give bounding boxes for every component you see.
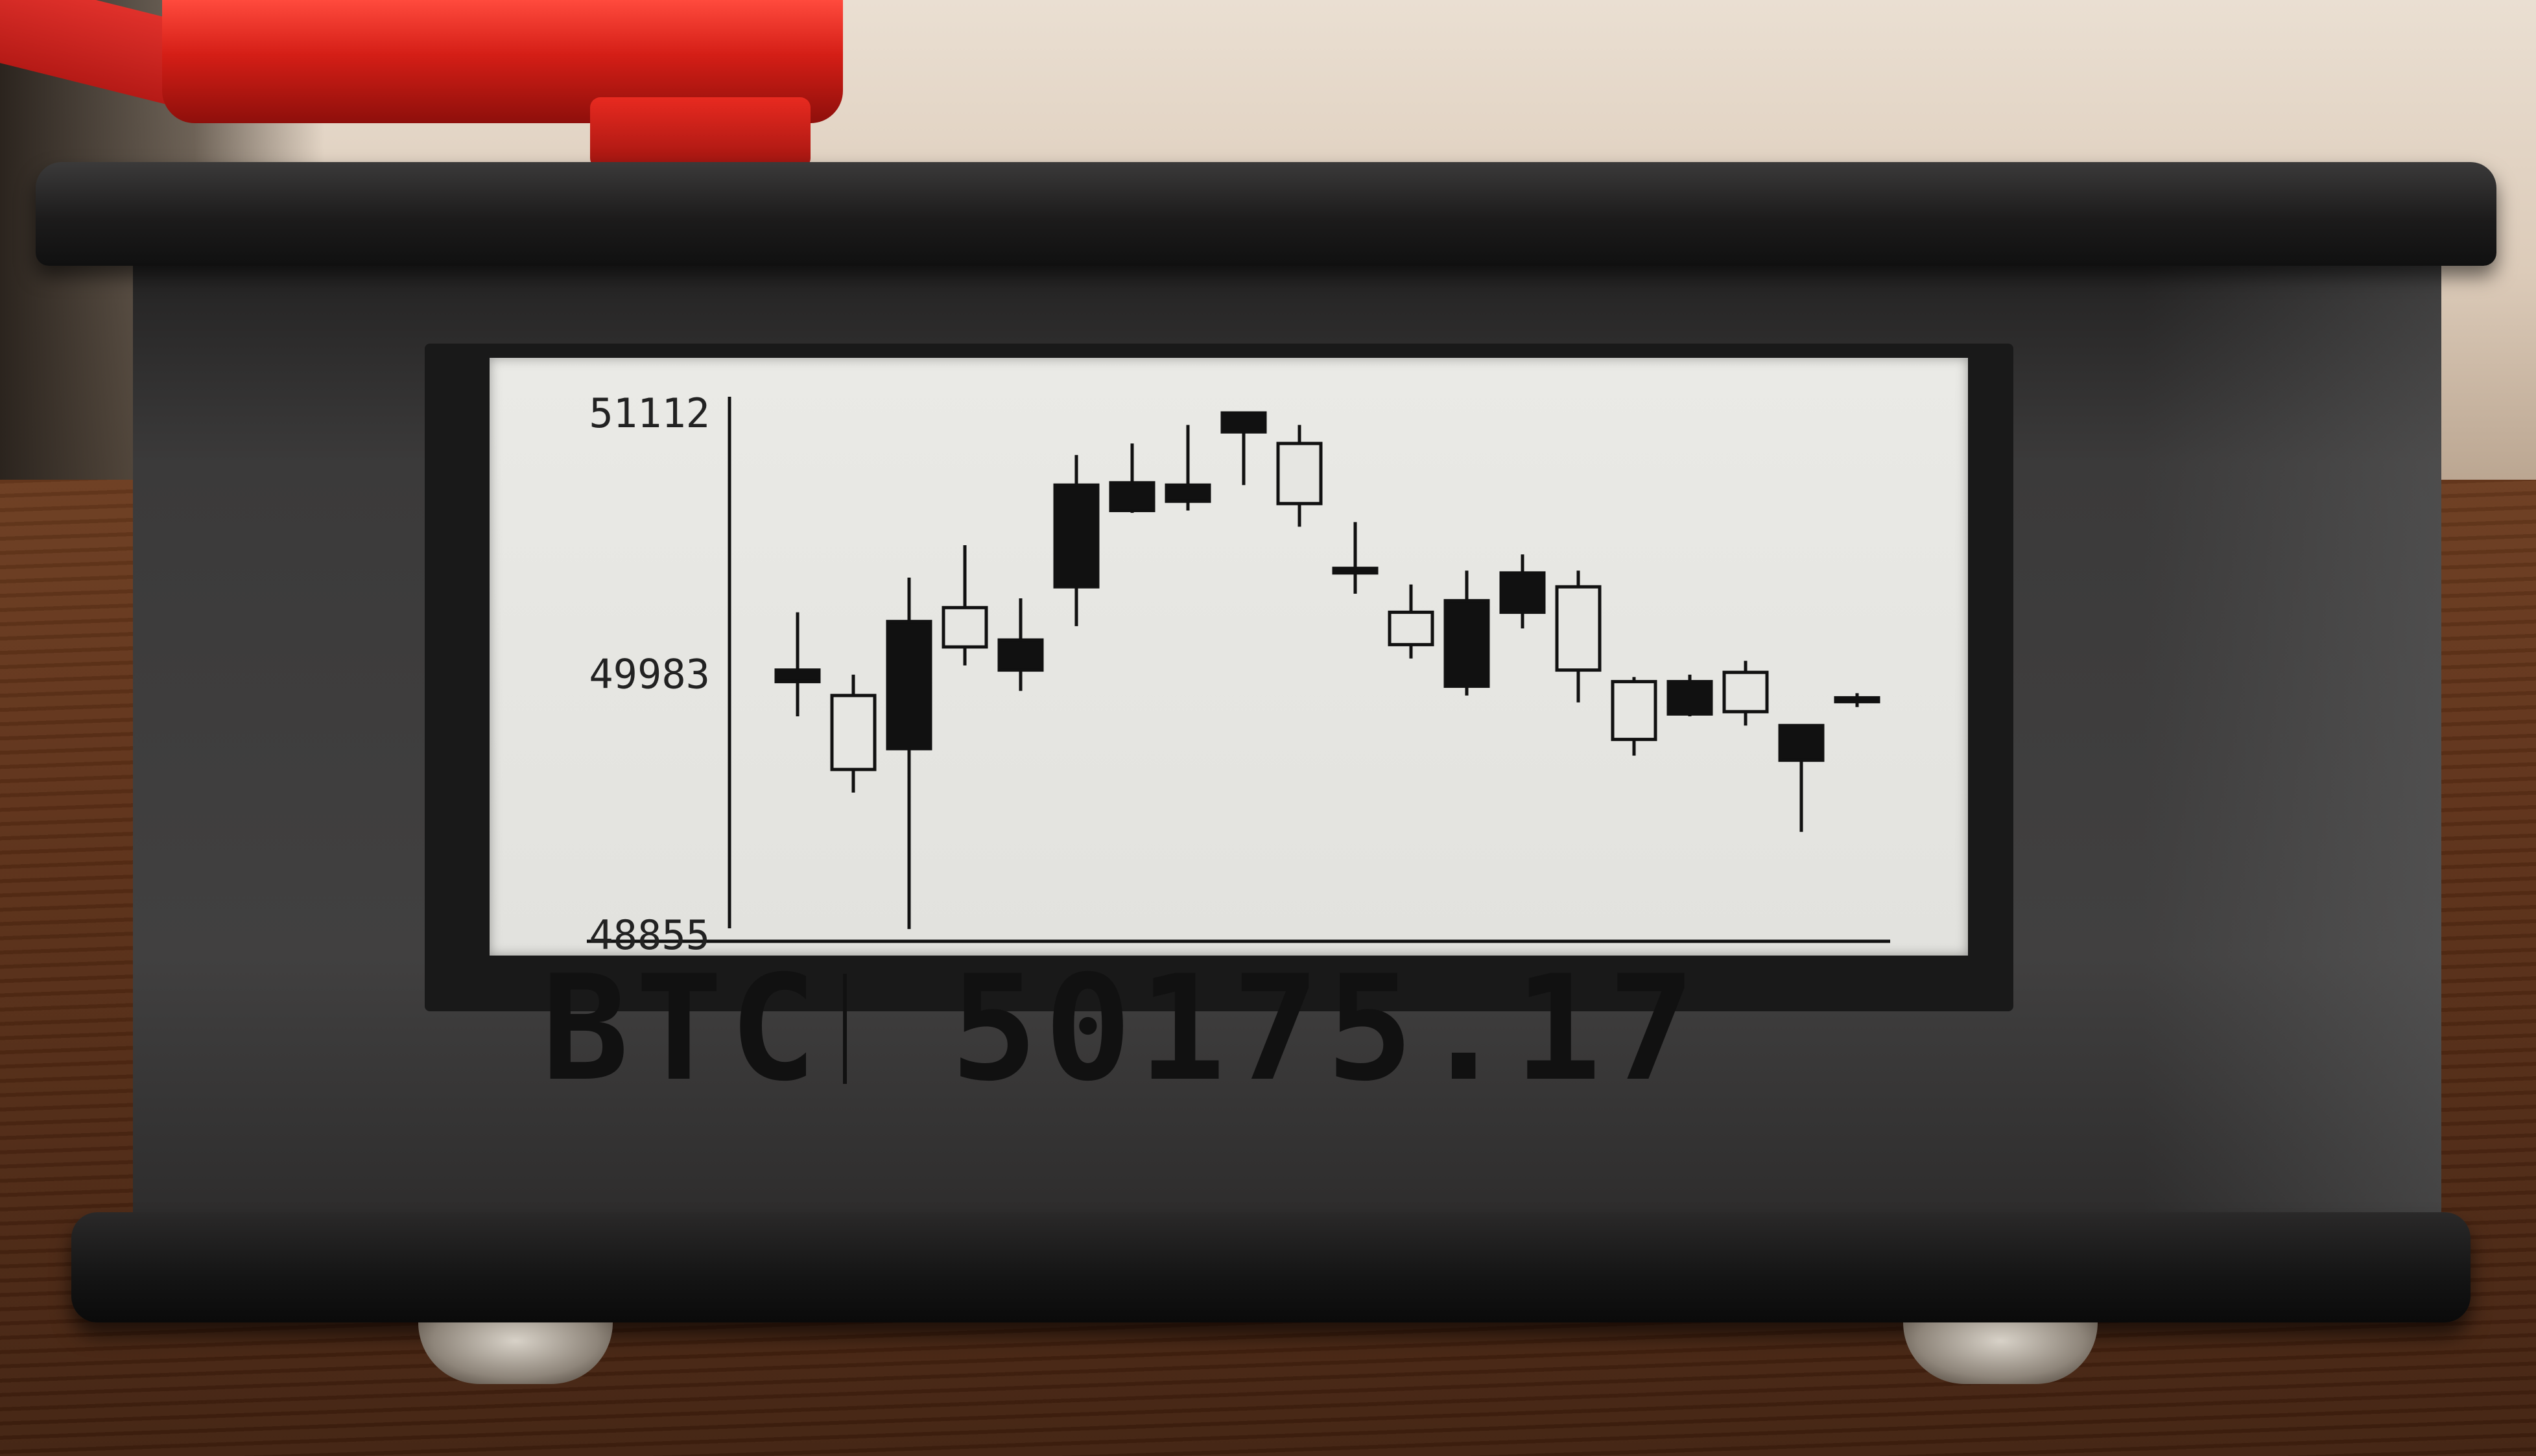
ticker-separator xyxy=(842,974,847,1084)
red-usb-connector xyxy=(590,97,811,169)
candle-body xyxy=(1388,610,1434,646)
device-foot-right xyxy=(1903,1322,2098,1384)
y-tick-label-bottom: 48855 xyxy=(589,911,710,956)
y-tick-label-mid: 49983 xyxy=(589,651,710,698)
candlestick-chart: 51112 49983 48855 xyxy=(587,390,1890,956)
candle-body xyxy=(942,605,988,649)
e-ink-screen: 51112 49983 48855 BTC 50175.17 xyxy=(490,358,1968,1101)
candles-group xyxy=(774,411,1880,930)
device-side-highlight xyxy=(2143,266,2441,1251)
candle-body xyxy=(1666,679,1713,716)
e-ink-ticker-device: 51112 49983 48855 BTC 50175.17 xyxy=(36,162,2496,1384)
candle-body xyxy=(830,694,877,771)
candle-body xyxy=(1722,670,1769,714)
candle-body xyxy=(1165,483,1211,503)
candle-body xyxy=(1332,567,1379,575)
device-top-plate xyxy=(36,162,2496,266)
y-tick-label-top: 51112 xyxy=(589,390,710,437)
candle-body xyxy=(1611,679,1657,742)
candle-body xyxy=(1053,483,1100,589)
candle-body xyxy=(1276,441,1323,506)
candle-body xyxy=(886,620,932,751)
candle-body xyxy=(1220,411,1267,434)
candle-body xyxy=(997,638,1044,672)
candle-body xyxy=(1555,585,1602,672)
candle-body xyxy=(1443,599,1490,688)
candle-body xyxy=(1109,481,1155,513)
candle-body xyxy=(1834,696,1880,703)
y-axis-ticks: 51112 49983 48855 xyxy=(589,390,710,956)
device-foot-left xyxy=(418,1322,613,1384)
device-bottom-plate xyxy=(71,1212,2471,1322)
candle-body xyxy=(1499,571,1546,614)
candle-body xyxy=(1778,723,1825,762)
current-price: 50175.17 xyxy=(950,944,1702,1113)
candle-body xyxy=(774,668,821,683)
ticker-symbol: BTC xyxy=(541,944,824,1113)
price-row: BTC 50175.17 xyxy=(541,945,1968,1113)
